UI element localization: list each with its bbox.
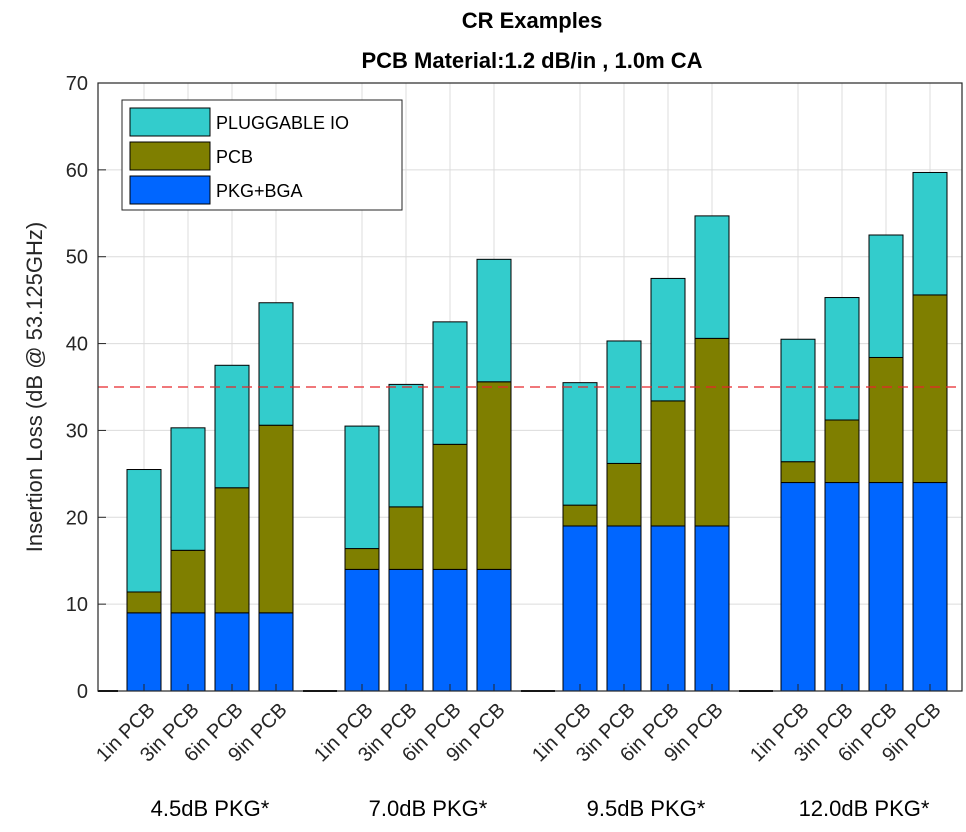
bar-segment-pkg-bga [344, 568, 380, 692]
bar-segment-pcb [258, 424, 294, 614]
bar-segment-pluggable-io [650, 277, 686, 402]
bar-segment-pluggable-io [476, 258, 512, 383]
chart-subtitle: PCB Material:1.2 dB/in , 1.0m CA [361, 48, 702, 73]
y-tick-label: 60 [66, 160, 88, 182]
y-tick-label: 30 [66, 420, 88, 442]
bar-segment-pcb [650, 400, 686, 527]
bar-segment-pcb [606, 462, 642, 527]
bar-segment-pcb [824, 419, 860, 484]
y-tick-label: 20 [66, 507, 88, 529]
bar-segment-pluggable-io [258, 302, 294, 426]
bar-segment-pkg-bga [780, 482, 816, 692]
bar-segment-pcb [432, 443, 468, 570]
bar-segment-pkg-bga [868, 482, 904, 692]
bar-segment-pkg-bga [650, 525, 686, 692]
legend-entry-label: PCB [216, 147, 253, 167]
legend-swatch [129, 175, 211, 205]
legend-entry-label: PLUGGABLE IO [216, 113, 349, 133]
bar-segment-pcb [868, 356, 904, 484]
group-label: 7.0dB PKG* [369, 796, 488, 821]
bar-segment-pluggable-io [344, 425, 380, 550]
legend-swatch [129, 107, 211, 137]
bar-segment-pkg-bga [476, 568, 512, 692]
bar-segment-pluggable-io [694, 215, 730, 339]
bar-segment-pluggable-io [606, 340, 642, 464]
bar-segment-pcb [780, 461, 816, 484]
bar-segment-pkg-bga [694, 525, 730, 692]
bars [98, 171, 948, 692]
bar-segment-pcb [562, 504, 598, 527]
bar-segment-pkg-bga [912, 482, 948, 692]
group-label: 9.5dB PKG* [587, 796, 706, 821]
bar-segment-pkg-bga [126, 612, 162, 692]
y-tick-label: 70 [66, 73, 88, 95]
bar-segment-pkg-bga [258, 612, 294, 692]
legend-entry-label: PKG+BGA [216, 181, 303, 201]
bar-segment-pluggable-io [824, 297, 860, 421]
plot-area-border [97, 82, 963, 692]
bar-segment-pcb [214, 487, 250, 614]
group-label: 4.5dB PKG* [151, 796, 270, 821]
bar-segment-pkg-bga [214, 612, 250, 692]
bar-segment-pkg-bga [562, 525, 598, 692]
bar-segment-pluggable-io [432, 321, 468, 445]
bar-segment-pkg-bga [170, 612, 206, 692]
bar-segment-pluggable-io [780, 338, 816, 463]
bar-segment-pkg-bga [824, 482, 860, 692]
bar-segment-pluggable-io [388, 383, 424, 508]
bar-segment-pcb [126, 591, 162, 614]
bar-segment-pcb [344, 548, 380, 570]
bar-segment-pcb [170, 549, 206, 614]
bar-segment-pcb [694, 337, 730, 527]
y-axis-label: Insertion Loss (dB @ 53.125GHz) [22, 222, 47, 552]
group-label: 12.0dB PKG* [799, 796, 930, 821]
legend: PLUGGABLE IO PCB PKG+BGA [121, 99, 403, 211]
bar-segment-pkg-bga [432, 568, 468, 692]
bar-segment-pluggable-io [170, 427, 206, 551]
y-tick-label: 10 [66, 594, 88, 616]
legend-swatch [129, 141, 211, 171]
bar-segment-pluggable-io [868, 234, 904, 358]
bar-segment-pkg-bga [606, 525, 642, 692]
bar-segment-pcb [476, 381, 512, 570]
bar-segment-pcb [388, 506, 424, 570]
bar-segment-pkg-bga [388, 568, 424, 692]
chart-title: CR Examples [462, 8, 603, 33]
bar-segment-pluggable-io [126, 469, 162, 593]
bar-segment-pluggable-io [562, 382, 598, 506]
y-tick-label: 50 [66, 247, 88, 269]
y-tick-label: 40 [66, 334, 88, 356]
bar-segment-pcb [912, 294, 948, 484]
bar-segment-pluggable-io [214, 364, 250, 489]
bar-segment-pluggable-io [912, 171, 948, 296]
y-tick-label: 0 [77, 681, 88, 703]
